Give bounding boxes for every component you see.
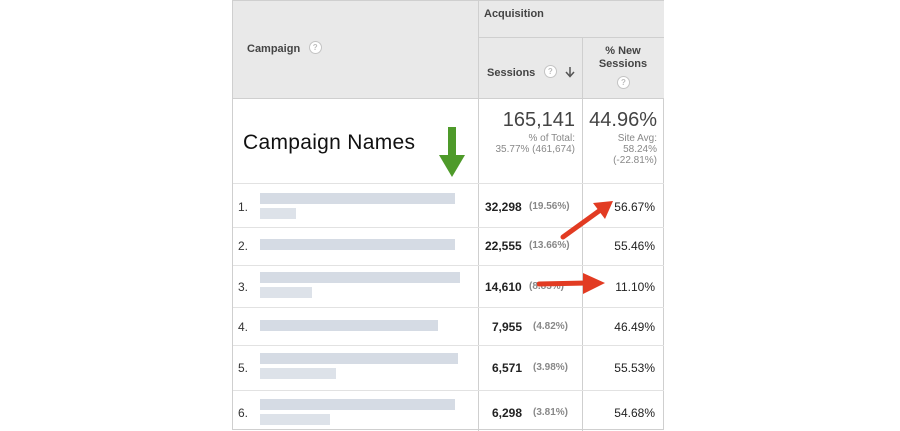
total-new-sessions-value: 44.96% bbox=[589, 109, 657, 131]
row-number: 1. bbox=[238, 200, 249, 214]
sessions-value: 32,298 bbox=[485, 200, 522, 214]
row-number: 3. bbox=[238, 280, 249, 294]
campaign-name-redacted[interactable] bbox=[260, 272, 460, 283]
row-divider bbox=[233, 183, 664, 184]
sessions-value: 7,955 bbox=[492, 320, 523, 334]
column-divider bbox=[582, 37, 583, 431]
sessions-value: 6,298 bbox=[492, 406, 523, 420]
row-number: 6. bbox=[238, 406, 249, 420]
new-sessions-value: 46.49% bbox=[614, 320, 655, 334]
acquisition-header-label: Acquisition bbox=[484, 8, 544, 20]
new-sessions-value: 56.67% bbox=[614, 200, 655, 214]
campaign-name-redacted[interactable] bbox=[260, 320, 438, 331]
new-sessions-header-label[interactable]: % New Sessions bbox=[598, 45, 648, 70]
campaign-name-redacted-part bbox=[260, 287, 312, 298]
total-sessions-sub2: 35.77% (461,674) bbox=[495, 144, 575, 155]
campaign-name-redacted[interactable] bbox=[260, 353, 458, 364]
row-divider bbox=[233, 227, 664, 228]
sessions-pct: (13.66%) bbox=[529, 240, 570, 251]
total-sessions-value: 165,141 bbox=[502, 109, 575, 131]
row-divider bbox=[233, 307, 664, 308]
sessions-pct: (4.82%) bbox=[533, 321, 569, 332]
new-sessions-value: 54.68% bbox=[614, 406, 655, 420]
sessions-pct: (3.98%) bbox=[533, 362, 569, 373]
help-icon[interactable]: ? bbox=[543, 65, 557, 79]
campaign-header[interactable]: Campaign ? bbox=[247, 39, 322, 57]
row-number: 2. bbox=[238, 239, 249, 253]
help-icon[interactable]: ? bbox=[308, 41, 322, 55]
sessions-pct: (8.85%) bbox=[529, 281, 565, 292]
sessions-pct: (19.56%) bbox=[529, 201, 570, 212]
new-sessions-value: 55.53% bbox=[614, 361, 655, 375]
new-sessions-value: 55.46% bbox=[614, 239, 655, 253]
site-avg-diff: (-22.81%) bbox=[613, 155, 657, 166]
campaign-names-annotation: Campaign Names bbox=[243, 131, 416, 154]
site-avg-label: Site Avg: bbox=[617, 133, 657, 144]
red-arrow-icon bbox=[537, 273, 605, 294]
acquisition-header-cell bbox=[478, 1, 664, 37]
sessions-pct: (3.81%) bbox=[533, 407, 569, 418]
new-sessions-value: 11.10% bbox=[615, 280, 655, 294]
campaign-name-redacted[interactable] bbox=[260, 239, 455, 250]
row-divider bbox=[478, 37, 664, 38]
campaign-header-label: Campaign bbox=[247, 43, 301, 55]
campaign-name-redacted-part bbox=[260, 414, 330, 425]
sessions-value: 14,610 bbox=[485, 280, 522, 294]
totals-sessions: 165,141 % of Total: 35.77% (461,674) bbox=[485, 109, 575, 155]
row-divider bbox=[233, 265, 664, 266]
row-number: 5. bbox=[238, 361, 249, 375]
new-sessions-help[interactable]: ? bbox=[617, 74, 630, 92]
campaign-name-redacted-part bbox=[260, 208, 296, 219]
site-avg-value: 58.24% bbox=[623, 144, 657, 155]
analytics-table: Campaign ? Acquisition Sessions ? % New … bbox=[232, 0, 664, 431]
sessions-value: 6,571 bbox=[492, 361, 523, 375]
red-arrow-icon bbox=[560, 201, 613, 240]
column-divider bbox=[478, 1, 479, 431]
sessions-value: 22,555 bbox=[485, 239, 522, 253]
row-divider bbox=[233, 98, 664, 99]
help-icon[interactable]: ? bbox=[617, 76, 630, 90]
row-divider bbox=[233, 345, 664, 346]
totals-new-sessions: 44.96% Site Avg: 58.24% (-22.81%) bbox=[585, 109, 657, 166]
sessions-header-label: Sessions bbox=[487, 67, 536, 79]
row-number: 4. bbox=[238, 320, 249, 334]
total-sessions-sub1: % of Total: bbox=[528, 133, 575, 144]
campaign-name-redacted-part bbox=[260, 368, 336, 379]
campaign-header-cell[interactable] bbox=[233, 1, 478, 98]
green-arrow-icon bbox=[439, 127, 465, 177]
campaign-name-redacted[interactable] bbox=[260, 399, 455, 410]
sessions-header[interactable]: Sessions ? bbox=[487, 63, 579, 81]
row-divider bbox=[233, 390, 664, 391]
campaign-name-redacted[interactable] bbox=[260, 193, 455, 204]
arrow-down-icon[interactable] bbox=[565, 66, 575, 78]
sessions-header-cell[interactable] bbox=[478, 37, 582, 98]
